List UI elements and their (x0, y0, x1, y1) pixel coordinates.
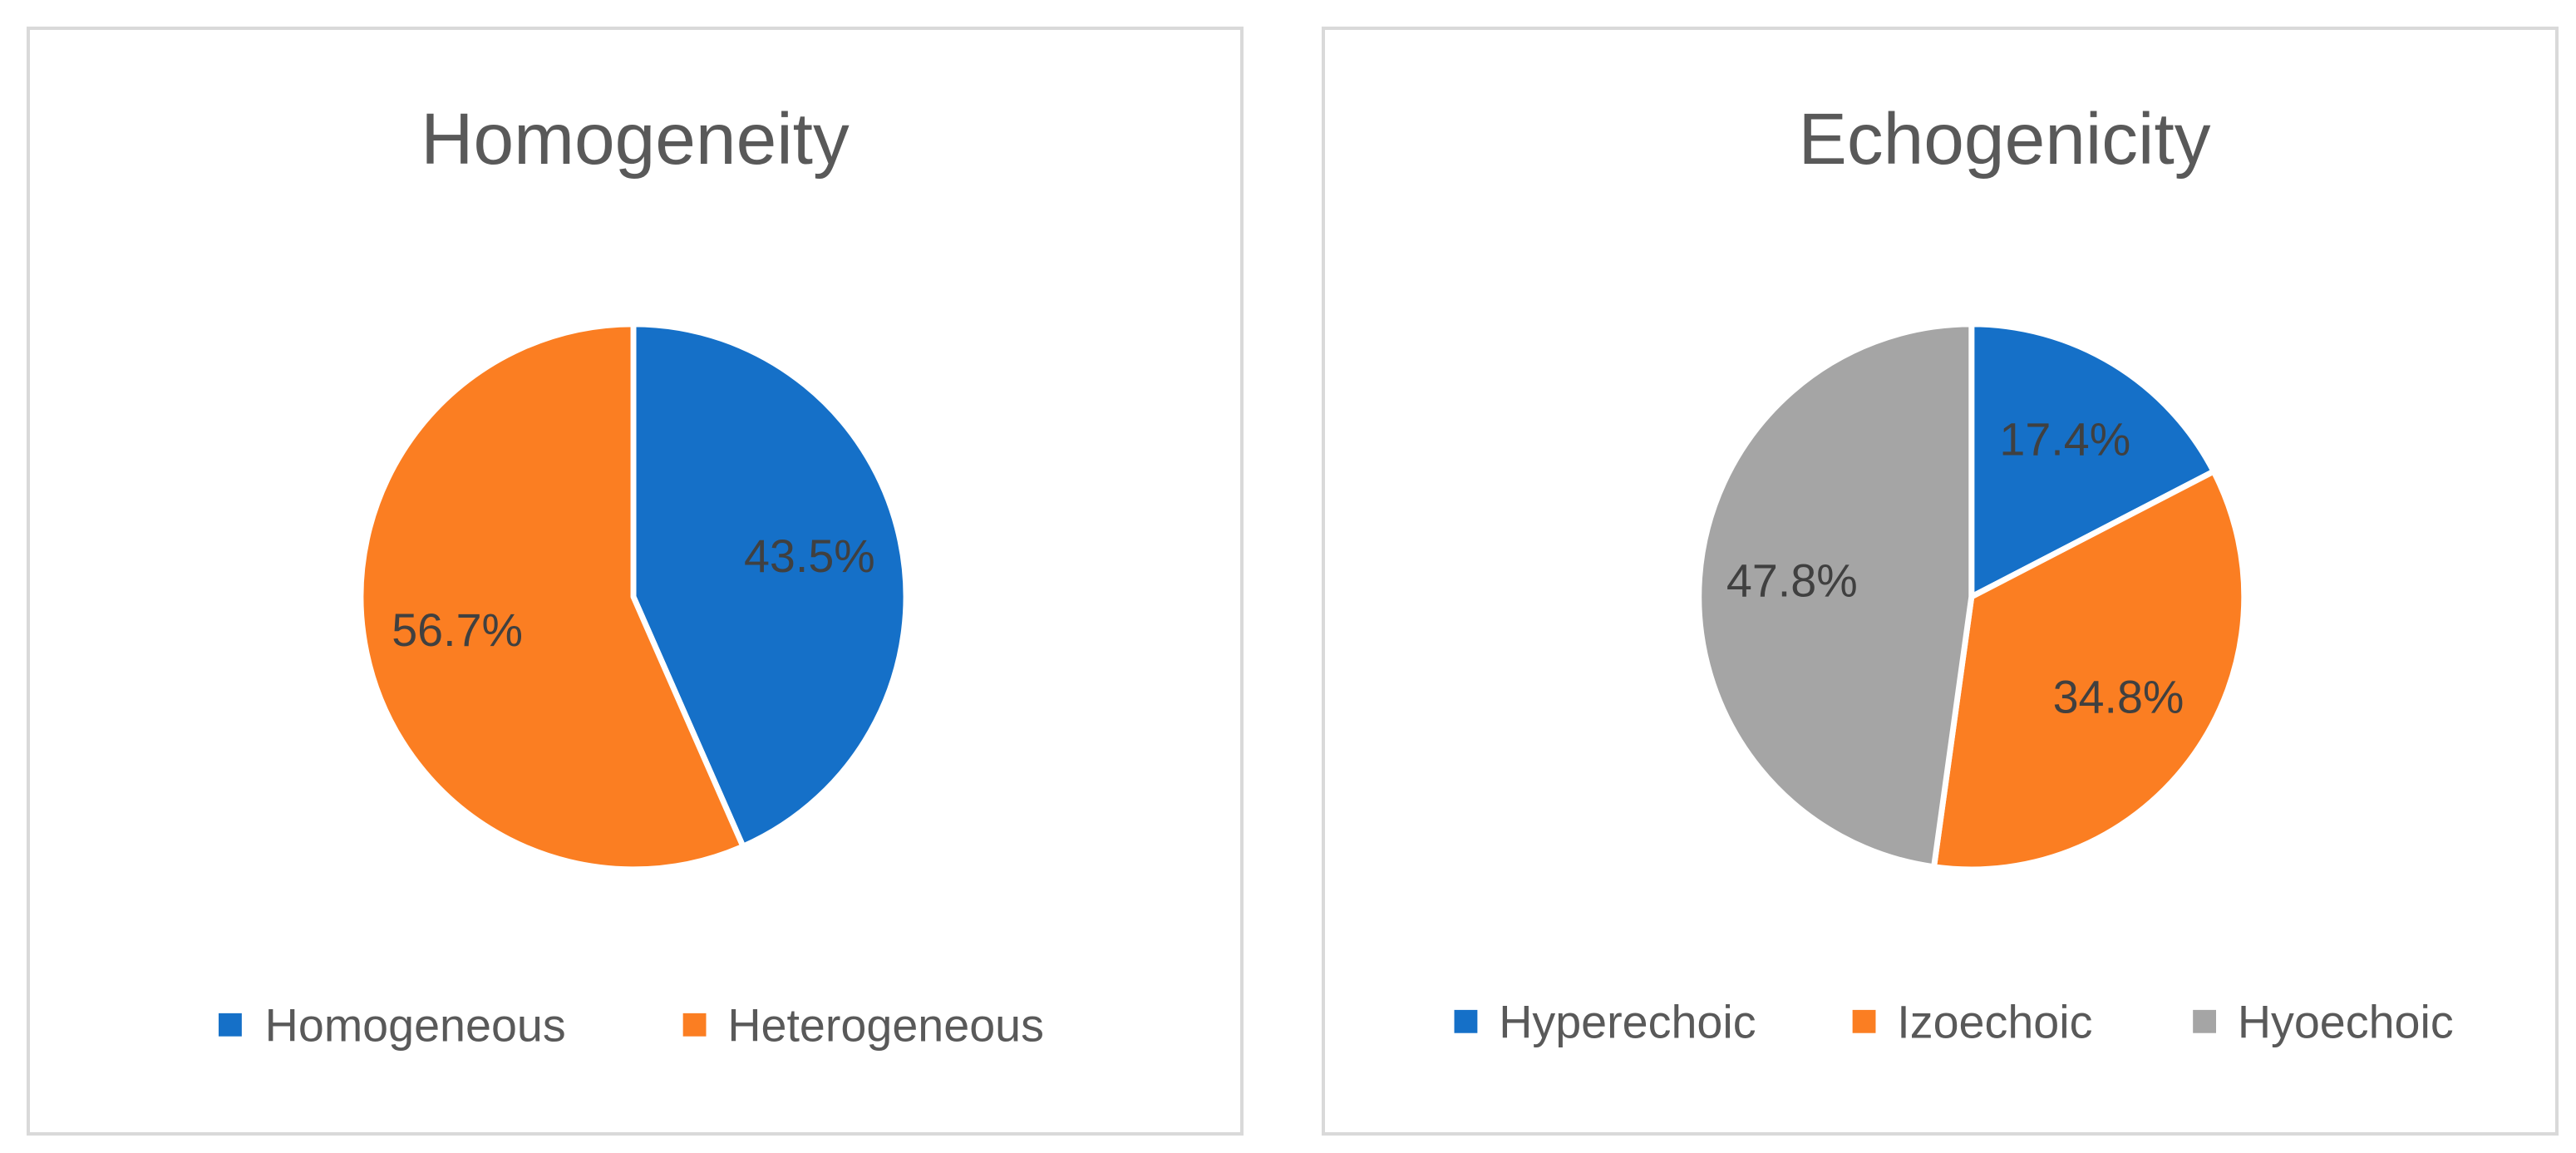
legend-swatch-hyperechoic (1454, 1009, 1478, 1033)
pie-slice-hyoechoic (1696, 321, 1975, 870)
legend-label-hyperechoic: Hyperechoic (1499, 997, 1756, 1048)
data-label-hyperechoic: 17.4% (1999, 414, 2130, 466)
pie-slices (357, 321, 909, 873)
legend: Hyperechoic Izoechoic Hyoechoic (1454, 997, 2454, 1048)
legend-swatch-hyoechoic (2193, 1009, 2216, 1033)
data-label-homogeneous: 43.5% (744, 530, 875, 582)
data-label-hyoechoic: 47.8% (1726, 555, 1858, 607)
pie-chart-homogeneity: Homogeneity 43.5% 56.7% Homogeneous Hetero… (219, 98, 1044, 1052)
chart-title: Homogeneity (421, 98, 850, 180)
chart-title: Echogenicity (1799, 98, 2211, 180)
data-label-heterogeneous: 56.7% (392, 604, 523, 656)
legend-label-homogeneous: Homogeneous (265, 1000, 566, 1052)
pie-chart-echogenicity: Echogenicity 17.4% 34.8% 47.8% Hyperechoic… (1454, 98, 2454, 1048)
pie-slice-izoechoic (1931, 468, 2248, 873)
chart-panel-echogenicity: Echogenicity 17.4% 34.8% 47.8% Hyperechoic… (1322, 27, 2559, 1136)
legend-swatch-homogeneous (219, 1013, 242, 1037)
pie-slice-heterogeneous (357, 321, 746, 873)
legend-swatch-izoechoic (1852, 1009, 1876, 1033)
legend-label-heterogeneous: Heterogeneous (727, 1000, 1044, 1052)
legend: Homogeneous Heterogeneous (219, 1000, 1044, 1052)
pie-data-labels: 43.5% 56.7% (392, 530, 875, 656)
legend-label-hyoechoic: Hyoechoic (2238, 997, 2454, 1048)
pie-slice-homogeneous (630, 321, 909, 850)
chart-panel-homogeneity: Homogeneity 43.5% 56.7% Homogeneous Hetero… (27, 27, 1244, 1136)
data-label-izoechoic: 34.8% (2053, 672, 2184, 723)
pie-slices (1696, 321, 2248, 873)
pie-data-labels: 17.4% 34.8% 47.8% (1726, 414, 2184, 723)
legend-swatch-heterogeneous (682, 1013, 707, 1037)
legend-label-izoechoic: Izoechoic (1897, 997, 2092, 1048)
pie-slice-hyperechoic (1968, 321, 2217, 600)
